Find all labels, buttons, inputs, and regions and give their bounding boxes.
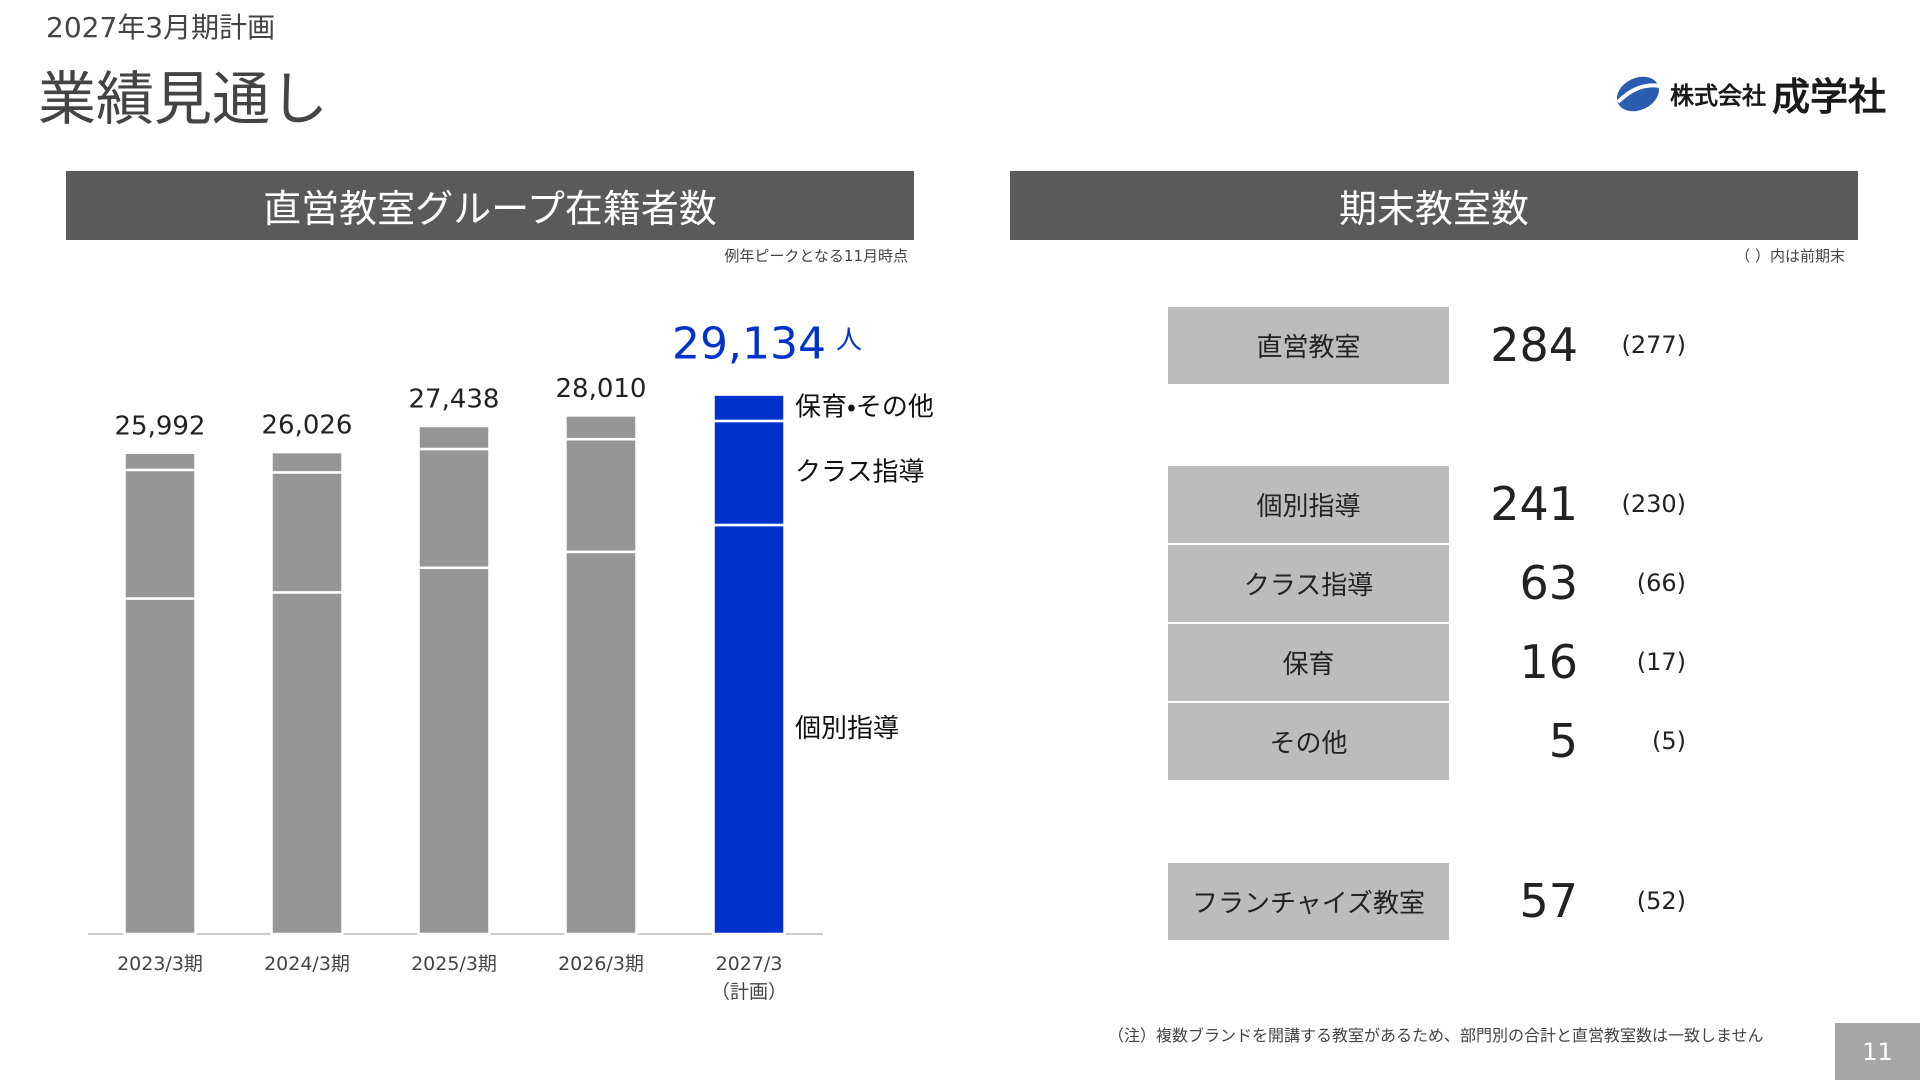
bar-segment xyxy=(270,450,344,474)
row-label: フランチャイズ教室 xyxy=(1168,863,1449,940)
logo-name: 成学社 xyxy=(1772,75,1887,119)
row-value: 63 xyxy=(1519,556,1578,610)
subtitle: 2027年3月期計画 xyxy=(46,11,276,44)
bar-segment xyxy=(712,393,786,423)
bar-segment xyxy=(123,597,197,936)
series-label: 保育・その他 xyxy=(795,392,934,422)
logo-prefix: 株式会社 xyxy=(1670,82,1766,110)
bar-segment xyxy=(564,437,638,554)
bar-segment xyxy=(123,451,197,472)
series-label: 個別指導 xyxy=(795,714,899,744)
row-previous: (277) xyxy=(1621,331,1686,359)
row-label: 直営教室 xyxy=(1168,307,1449,384)
row-value: 241 xyxy=(1490,477,1578,531)
bar-segment xyxy=(417,566,491,936)
footnote: （注）複数ブランドを開講する教室があるため、部門別の合計と直営教室数は一致しませ… xyxy=(1108,1026,1764,1045)
page-number: 11 xyxy=(1835,1023,1920,1080)
logo: 株式会社 成学社 xyxy=(1612,66,1886,121)
row-value: 284 xyxy=(1490,318,1578,372)
x-tick-label: 2027/3 （計画） xyxy=(710,953,787,1003)
row-label: クラス指導 xyxy=(1168,545,1449,622)
x-tick-label: 2023/3期 xyxy=(117,953,203,975)
row-value: 57 xyxy=(1519,874,1578,928)
row-label: その他 xyxy=(1168,703,1449,780)
total-label: 29,134 人 xyxy=(672,319,862,370)
chart-header: 直営教室グループ在籍者数 xyxy=(66,171,914,240)
table-note: （ ）内は前期末 xyxy=(1735,247,1845,265)
row-value: 5 xyxy=(1548,714,1578,768)
bar-segment xyxy=(123,468,197,600)
series-label: クラス指導 xyxy=(795,457,924,487)
table-header: 期末教室数 xyxy=(1010,171,1858,240)
total-label: 27,438 xyxy=(409,384,500,414)
x-tick-label: 2024/3期 xyxy=(264,953,350,975)
row-previous: (66) xyxy=(1636,569,1686,597)
row-previous: (230) xyxy=(1621,490,1686,518)
bar-segment xyxy=(270,471,344,594)
x-tick-label: 2026/3期 xyxy=(558,953,644,975)
row-previous: (5) xyxy=(1652,727,1686,755)
row-value: 16 xyxy=(1519,635,1578,689)
x-tick-label: 2025/3期 xyxy=(411,953,497,975)
bar-segment xyxy=(712,419,786,527)
bar-segment xyxy=(417,424,491,451)
row-previous: (52) xyxy=(1636,887,1686,915)
total-label: 28,010 xyxy=(556,374,647,404)
total-label: 25,992 xyxy=(115,411,206,441)
row-label: 個別指導 xyxy=(1168,466,1449,543)
bar-segment xyxy=(712,523,786,936)
row-previous: (17) xyxy=(1636,648,1686,676)
logo-mark xyxy=(1616,76,1661,111)
bar-segment xyxy=(417,447,491,570)
row-label: 保育 xyxy=(1168,624,1449,701)
total-text: 29,134 xyxy=(672,319,826,370)
unit: 人 xyxy=(836,325,862,355)
total-label: 26,026 xyxy=(262,411,353,441)
chart: 25,992 26,026 27,438 28,010 個別指導 クラス指導 保育・その他 2… xyxy=(88,319,934,936)
bar-segment xyxy=(564,414,638,441)
title: 業績見通し xyxy=(38,65,329,133)
bar-segment xyxy=(270,591,344,936)
chart-note: 例年ピークとなる11月時点 xyxy=(724,247,908,265)
bar-segment xyxy=(564,550,638,936)
